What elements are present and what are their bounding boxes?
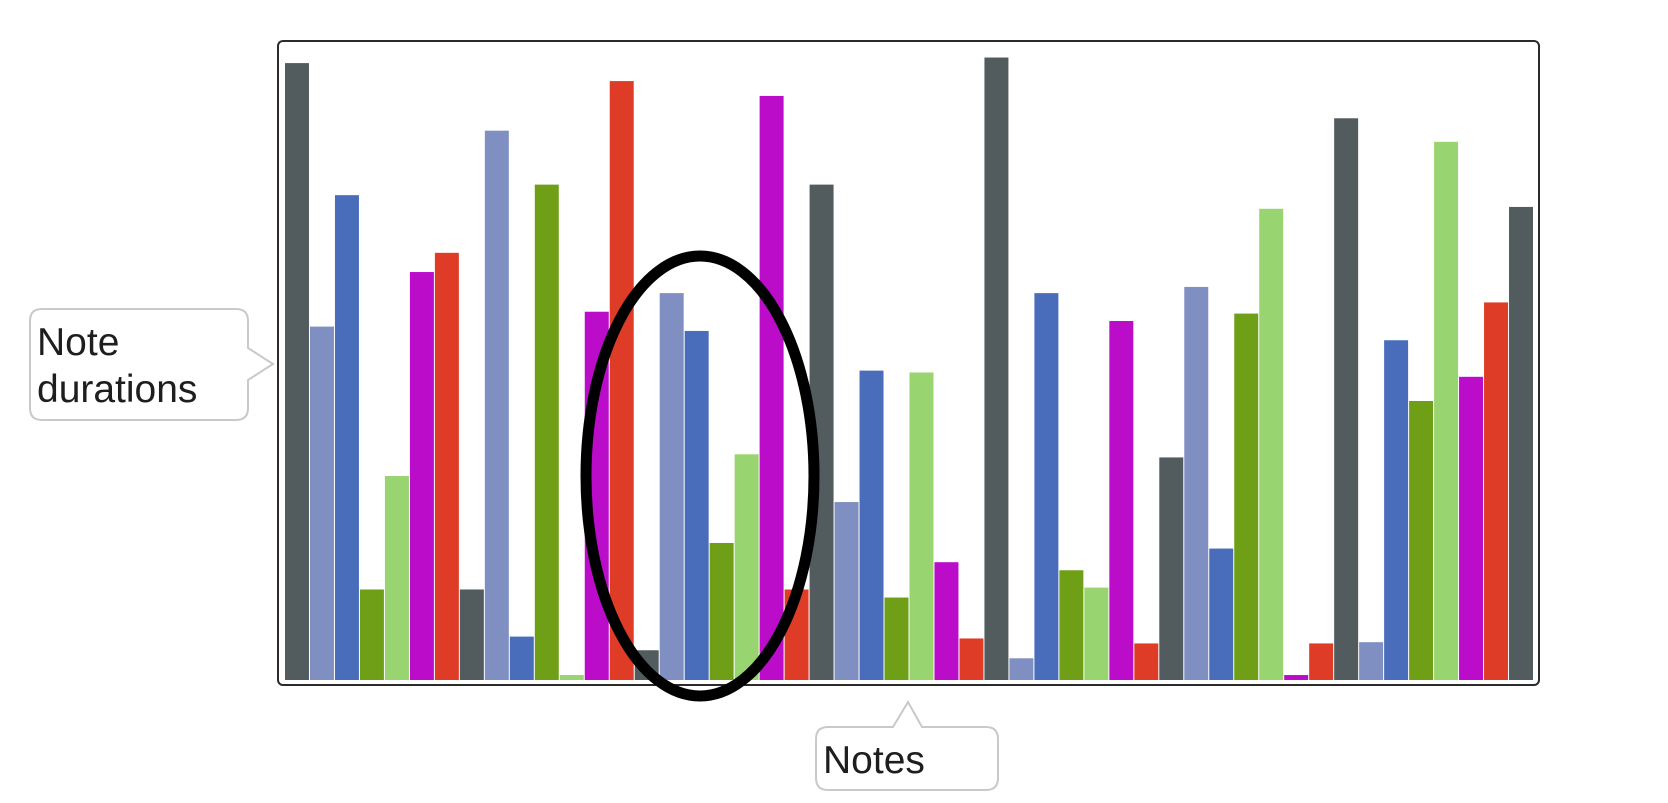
bar-33 bbox=[1084, 587, 1109, 680]
bar-18 bbox=[709, 542, 734, 680]
bar-40 bbox=[1259, 208, 1284, 681]
bar-20 bbox=[759, 95, 784, 680]
bar-23 bbox=[834, 502, 859, 680]
bar-39 bbox=[1234, 313, 1259, 680]
bar-9 bbox=[484, 130, 509, 680]
bar-34 bbox=[1109, 321, 1134, 680]
bar-28 bbox=[959, 638, 984, 680]
bar-49 bbox=[1484, 302, 1509, 680]
bar-4 bbox=[359, 589, 384, 680]
y-axis-callout-bubble bbox=[29, 308, 275, 421]
bar-8 bbox=[459, 589, 484, 680]
x-axis-callout-bubble bbox=[815, 700, 999, 791]
bar-7 bbox=[434, 252, 459, 680]
x-axis-callout: Notes bbox=[815, 700, 999, 791]
bar-5 bbox=[384, 476, 409, 680]
bar-3 bbox=[334, 195, 359, 680]
bar-45 bbox=[1384, 340, 1409, 680]
bar-16 bbox=[659, 293, 684, 680]
bar-41 bbox=[1284, 675, 1309, 680]
bar-26 bbox=[909, 372, 934, 680]
bar-12 bbox=[559, 675, 584, 680]
bar-35 bbox=[1134, 643, 1159, 680]
bar-47 bbox=[1434, 141, 1459, 681]
x-axis-label: Notes bbox=[823, 739, 925, 782]
bar-44 bbox=[1359, 642, 1384, 680]
bar-1 bbox=[285, 63, 309, 681]
bar-25 bbox=[884, 597, 909, 680]
bar-27 bbox=[934, 562, 959, 680]
bar-38 bbox=[1209, 548, 1234, 680]
bar-22 bbox=[809, 184, 834, 680]
bar-29 bbox=[984, 57, 1009, 680]
bar-17 bbox=[684, 330, 709, 680]
bar-42 bbox=[1309, 643, 1334, 680]
bar-36 bbox=[1159, 457, 1184, 680]
bar-6 bbox=[409, 272, 434, 680]
bar-30 bbox=[1009, 658, 1034, 680]
bar-48 bbox=[1459, 376, 1484, 680]
bar-24 bbox=[859, 370, 884, 680]
bar-19 bbox=[734, 454, 759, 680]
bar-10 bbox=[509, 636, 534, 680]
bar-43 bbox=[1334, 118, 1359, 680]
y-axis-callout: Note durations bbox=[29, 308, 275, 421]
bars-group bbox=[285, 57, 1533, 681]
bar-2 bbox=[309, 326, 334, 680]
y-axis-label-line2: durations bbox=[37, 368, 197, 411]
bar-14 bbox=[609, 81, 634, 680]
bar-37 bbox=[1184, 286, 1209, 680]
bar-11 bbox=[534, 184, 559, 680]
bar-31 bbox=[1034, 293, 1059, 680]
bar-50 bbox=[1509, 206, 1533, 680]
y-axis-label-line1: Note bbox=[37, 321, 119, 364]
bar-32 bbox=[1059, 570, 1084, 680]
bar-46 bbox=[1409, 401, 1434, 680]
highlight-ellipse bbox=[580, 250, 820, 702]
